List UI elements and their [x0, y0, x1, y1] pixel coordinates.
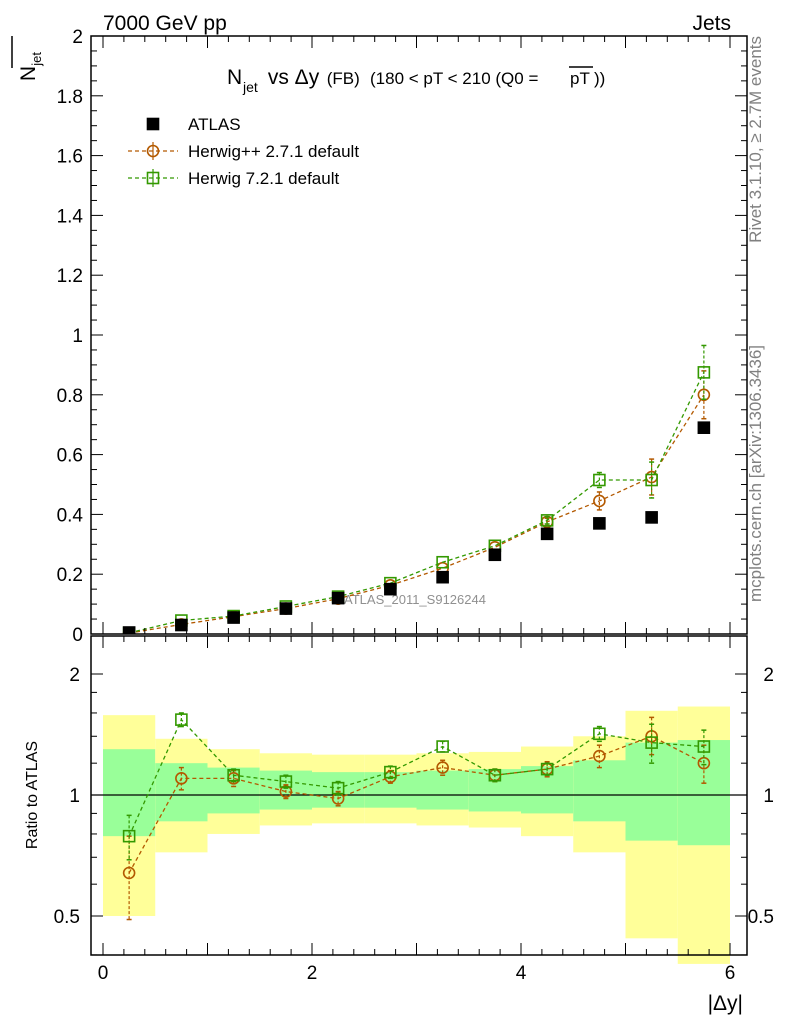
ratio-herwigpp-point [122, 866, 136, 880]
ratio-herwig7-line [128, 718, 704, 837]
ylabel-top-sub: jet [29, 52, 44, 67]
title-fb: (FB) [322, 69, 365, 88]
main-ytick-label: 1.8 [57, 87, 83, 108]
legend-label: Herwig++ 2.7.1 default [188, 142, 359, 161]
ylabel-bottom: Ratio to ATLAS [24, 741, 41, 849]
legend-marker-herwig7 [146, 171, 160, 185]
band-green [416, 770, 469, 810]
main-ytick-label: 0 [72, 625, 83, 646]
ylabel-top: N jet [11, 36, 44, 81]
rivet-label: Rivet 3.1.10, ≥ 2.7M events [746, 36, 765, 243]
ratio-panel [122, 712, 711, 921]
herwigpp-point [697, 388, 711, 402]
ratio-herwigpp-point [436, 761, 449, 774]
xlabel: |Δy| [708, 992, 743, 1015]
title-main: N [227, 66, 242, 89]
atlas-point [227, 611, 240, 624]
ratio-herwig7-point [227, 768, 240, 782]
legend-marker-herwigpp [146, 144, 160, 158]
legend-marker-atlas [146, 117, 160, 131]
ratio-herwig7-point [122, 829, 136, 843]
atlas-point [331, 591, 345, 605]
atlas-point [540, 527, 554, 541]
atlas-point [279, 602, 293, 615]
atlas-point [488, 548, 502, 562]
main-ytick-label: 0.6 [57, 446, 83, 467]
chart-title: N jet vs Δy (FB) (180 < pT < 210 (Q0 = p… [227, 66, 605, 95]
legend: ATLAS Herwig++ 2.7.1 default Herwig 7.2.1 … [128, 115, 359, 188]
main-ytick-label: 0.8 [57, 386, 83, 407]
ratio-herwig7-point [436, 740, 449, 753]
watermark: ATLAS_2011_S9126244 [344, 592, 486, 607]
ratio-ytick-label: 2 [69, 665, 80, 686]
ratio-ytick-label-right: 2 [763, 665, 774, 686]
atlas-point [697, 421, 711, 434]
ratio-ytick-label: 1 [69, 786, 80, 807]
title-end: )) [594, 69, 605, 88]
ratio-xtick-label: 6 [725, 963, 736, 984]
ratio-xtick-label: 0 [98, 963, 109, 984]
title-vs: vs Δy [262, 66, 320, 89]
ratio-ytick-label: 0.5 [54, 907, 80, 928]
mcplots-label: mcplots.cern.ch [arXiv:1306.3436] [746, 345, 765, 602]
title-range: (180 < pT < 210 (Q0 = [370, 69, 538, 88]
ratio-herwig7-point [384, 765, 397, 779]
main-ytick-label: 1 [72, 326, 83, 347]
legend-label: ATLAS [188, 115, 241, 134]
herwig7-point [645, 473, 658, 487]
ratio-ytick-label-right: 1 [763, 786, 774, 807]
herwig7-point [540, 514, 554, 527]
main-ytick-label: 2 [72, 27, 83, 48]
header-right: Jets [692, 12, 731, 35]
band-green [155, 763, 208, 822]
ratio-herwig7-point [488, 768, 502, 782]
ratio-herwig7-point [593, 727, 606, 741]
atlas-point [175, 618, 188, 632]
atlas-point [593, 517, 606, 530]
herwigpp-point [593, 494, 606, 508]
ratio-herwig7-point [279, 775, 293, 788]
main-ytick-label: 1.6 [57, 147, 83, 168]
ratio-xtick-label: 2 [307, 963, 318, 984]
main-ytick-label: 1.2 [57, 266, 83, 287]
herwig7-line [128, 372, 705, 634]
herwig7-point [697, 366, 711, 379]
ratio-herwigpp-point [175, 772, 188, 785]
main-ytick-label: 0.4 [57, 505, 84, 526]
ratio-xtick-label: 4 [516, 963, 527, 984]
main-ytick-label: 1.4 [57, 206, 84, 227]
ratio-herwigpp-point [593, 749, 606, 763]
title-main-sub: jet [242, 79, 258, 95]
atlas-point [384, 582, 397, 596]
atlas-point [436, 570, 449, 584]
herwig7-point [593, 473, 606, 487]
ratio-herwig7-point [540, 762, 554, 776]
ratio-bands [91, 706, 747, 964]
band-green [625, 742, 678, 841]
legend-label: Herwig 7.2.1 default [188, 169, 339, 188]
axes: 0 0.2 0.4 0.6 0.8 1 1.2 1.4 1.6 1.8 2 0 2 4 6 0.5 0.5 1 1 2… [54, 27, 774, 984]
ylabel-top-text: N [17, 66, 40, 81]
herwig7-point [436, 555, 449, 569]
ratio-herwig7-point [645, 736, 658, 749]
atlas-point [645, 511, 658, 524]
main-panel [122, 344, 711, 634]
ratio-ytick-label-right: 0.5 [748, 907, 774, 928]
ratio-herwig7-point [175, 713, 188, 726]
main-series-group [122, 344, 711, 634]
ratio-herwig7-point [331, 781, 345, 795]
title-over: pT [570, 69, 590, 88]
band-green [573, 760, 626, 822]
header-left: 7000 GeV pp [103, 12, 227, 35]
ratio-herwig7-point [697, 740, 711, 753]
main-ytick-label: 0.2 [57, 565, 83, 586]
